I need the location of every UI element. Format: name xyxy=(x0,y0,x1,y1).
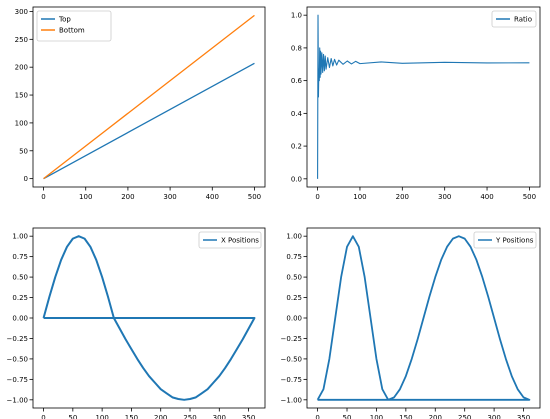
y-tick-label: −0.75 xyxy=(7,376,28,384)
x-tick-label: 300 xyxy=(438,193,451,201)
legend: Top Bottom xyxy=(36,10,112,42)
legend-label: Top xyxy=(58,16,71,24)
x-tick-label: 0 xyxy=(315,414,319,419)
y-tick-label: −0.25 xyxy=(281,335,302,343)
subplot-2: 0 100 200 300 400 500 0.0 0.2 0.4 0.6 0.8 1.0 Ratio xyxy=(291,6,541,201)
y-tick-label: 0.25 xyxy=(12,294,28,302)
y-tick-label: 0.25 xyxy=(286,294,302,302)
x-tick-label: 0 xyxy=(315,193,319,201)
y-tick-label: 0.75 xyxy=(12,253,28,261)
y-tick-label: −1.00 xyxy=(281,396,302,404)
x-tick-label: 50 xyxy=(343,414,352,419)
series-line-1 xyxy=(316,235,531,401)
y-tick-label: 1.00 xyxy=(12,233,28,241)
legend-box xyxy=(198,231,262,249)
legend-label: Bottom xyxy=(59,27,85,35)
subplot-1: 0 100 200 300 400 500 0 50 100 150 200 250 300 Top Bot… xyxy=(15,6,266,201)
y-tick-label: −0.50 xyxy=(281,355,302,363)
y-tick-label: 0.50 xyxy=(286,274,302,282)
y-tick-label: 1.00 xyxy=(286,233,302,241)
subplot-3: 0 50 100 150 200 250 300 350 −1.00 −0.75 −0.50 −0.2… xyxy=(7,227,266,419)
legend-box xyxy=(36,10,112,42)
series-line-2 xyxy=(43,14,255,180)
x-tick-label: 350 xyxy=(517,414,530,419)
y-tick-label: 0.4 xyxy=(291,110,303,118)
y-tick-label: 0.6 xyxy=(291,77,303,85)
x-tick-label: 150 xyxy=(125,414,138,419)
y-tick-label: 300 xyxy=(15,8,28,16)
x-tick-label: 500 xyxy=(523,193,536,201)
x-tick-label: 50 xyxy=(68,414,77,419)
x-tick-label: 100 xyxy=(95,414,108,419)
legend: Y Positions xyxy=(473,231,537,249)
x-tick-label: 250 xyxy=(458,414,471,419)
y-tick-label: −0.75 xyxy=(281,376,302,384)
x-tick-label: 200 xyxy=(429,414,442,419)
y-tick-label: 0 xyxy=(24,175,28,183)
x-tick-label: 500 xyxy=(248,193,261,201)
y-tick-label: −1.00 xyxy=(7,396,28,404)
y-tick-label: 50 xyxy=(19,147,28,155)
x-tick-label: 100 xyxy=(79,193,92,201)
x-tick-label: 200 xyxy=(396,193,409,201)
y-tick-label: 150 xyxy=(15,92,28,100)
y-tick-label: 1.0 xyxy=(291,12,302,20)
x-tick-label: 300 xyxy=(487,414,500,419)
legend: Ratio xyxy=(491,10,537,28)
x-tick-label: 0 xyxy=(41,414,45,419)
x-tick-label: 250 xyxy=(183,414,196,419)
x-tick-label: 200 xyxy=(121,193,134,201)
x-tick-label: 400 xyxy=(206,193,219,201)
x-tick-label: 300 xyxy=(163,193,176,201)
legend-label: X Positions xyxy=(221,237,259,245)
y-tick-label: 100 xyxy=(15,119,28,127)
x-tick-label: 300 xyxy=(213,414,226,419)
y-tick-label: −0.50 xyxy=(7,355,28,363)
y-tick-label: 200 xyxy=(15,64,28,72)
series-line-1 xyxy=(42,235,256,401)
y-tick-label: 0.8 xyxy=(291,44,302,52)
x-tick-label: 0 xyxy=(41,193,45,201)
y-tick-label: 0.75 xyxy=(286,253,302,261)
x-tick-label: 150 xyxy=(399,414,412,419)
x-tick-label: 350 xyxy=(242,414,255,419)
series-line-1 xyxy=(43,62,255,180)
y-tick-label: 0.00 xyxy=(12,315,28,323)
axes-frame xyxy=(32,6,266,188)
x-tick-label: 400 xyxy=(480,193,493,201)
x-tick-label: 100 xyxy=(353,193,366,201)
legend-label: Y Positions xyxy=(495,237,534,245)
y-tick-label: 0.2 xyxy=(291,143,302,151)
y-tick-label: 0.50 xyxy=(12,274,28,282)
y-tick-label: 250 xyxy=(15,36,28,44)
x-tick-label: 200 xyxy=(154,414,167,419)
subplot-4: 0 50 100 150 200 250 300 350 −1.00 −0.75 −0.50 −0.2… xyxy=(281,227,541,419)
axes-frame xyxy=(306,6,541,188)
legend-box xyxy=(491,10,537,28)
series-line-1 xyxy=(317,14,530,179)
legend-box xyxy=(473,231,537,249)
y-tick-label: 0.00 xyxy=(286,315,302,323)
y-tick-label: −0.25 xyxy=(7,335,28,343)
legend: X Positions xyxy=(198,231,262,249)
y-tick-label: 0.0 xyxy=(291,175,302,183)
legend-label: Ratio xyxy=(514,16,532,24)
x-tick-label: 100 xyxy=(370,414,383,419)
